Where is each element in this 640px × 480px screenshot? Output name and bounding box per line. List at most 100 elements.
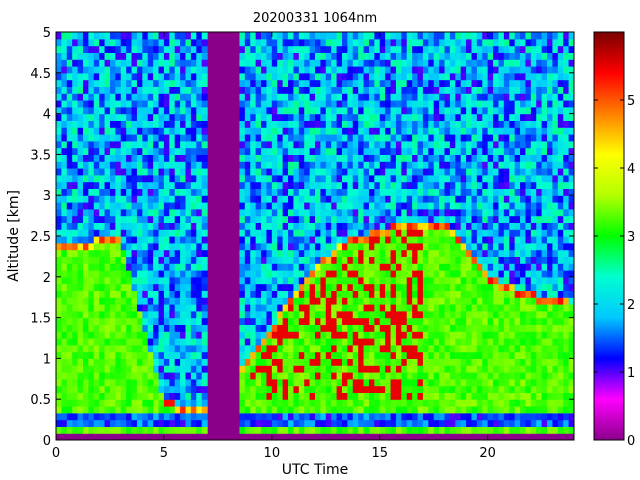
heatmap-cell	[336, 66, 343, 74]
heatmap-cell	[406, 385, 413, 393]
heatmap-cell	[476, 202, 483, 210]
heatmap-cell	[482, 202, 489, 210]
heatmap-cell	[395, 304, 402, 312]
heatmap-cell	[514, 38, 521, 47]
heatmap-cell	[163, 202, 170, 210]
heatmap-cell	[93, 72, 100, 81]
heatmap-cell	[352, 79, 359, 87]
heatmap-cell	[498, 181, 505, 189]
heatmap-cell	[347, 399, 354, 407]
heatmap-cell	[72, 385, 79, 393]
heatmap-cell	[498, 365, 505, 373]
heatmap-cell	[163, 270, 170, 278]
heatmap-cell	[439, 66, 446, 74]
heatmap-cell	[466, 433, 473, 440]
heatmap-cell	[142, 202, 149, 210]
heatmap-cell	[331, 256, 338, 264]
heatmap-cell	[320, 433, 327, 440]
heatmap-cell	[142, 45, 149, 53]
heatmap-cell	[320, 38, 327, 47]
heatmap-cell	[120, 208, 127, 217]
heatmap-cell	[487, 419, 494, 427]
heatmap-cell	[201, 222, 208, 230]
heatmap-cell	[277, 140, 284, 149]
heatmap-cell	[514, 297, 521, 305]
heatmap-cell	[395, 174, 402, 183]
heatmap-cell	[239, 100, 246, 108]
heatmap-cell	[476, 365, 483, 373]
heatmap-cell	[358, 181, 365, 189]
heatmap-cell	[390, 181, 397, 189]
heatmap-cell	[352, 406, 359, 414]
heatmap-cell	[82, 45, 89, 53]
heatmap-cell	[374, 399, 381, 407]
heatmap-cell	[412, 249, 419, 257]
heatmap-cell	[422, 297, 429, 305]
heatmap-cell	[352, 310, 359, 319]
heatmap-cell	[374, 433, 381, 440]
heatmap-cell	[153, 338, 160, 346]
heatmap-cell	[433, 195, 440, 203]
heatmap-cell	[136, 263, 143, 271]
heatmap-cell	[460, 127, 467, 135]
heatmap-cell	[482, 283, 489, 291]
heatmap-cell	[320, 215, 327, 223]
heatmap-cell	[288, 399, 295, 407]
heatmap-cell	[385, 297, 392, 305]
heatmap-cell	[325, 66, 332, 74]
heatmap-cell	[88, 229, 95, 237]
heatmap-cell	[390, 66, 397, 74]
heatmap-cell	[374, 195, 381, 203]
heatmap-cell	[460, 283, 467, 291]
heatmap-cell	[379, 168, 386, 176]
heatmap-cell	[325, 385, 332, 393]
heatmap-cell	[104, 154, 111, 162]
heatmap-cell	[131, 358, 138, 366]
heatmap-cell	[525, 86, 532, 94]
heatmap-cell	[406, 86, 413, 94]
heatmap-cell	[261, 66, 268, 74]
heatmap-cell	[174, 263, 181, 271]
heatmap-cell	[104, 59, 111, 67]
heatmap-cell	[358, 161, 365, 169]
heatmap-cell	[368, 161, 375, 169]
heatmap-cell	[493, 304, 500, 312]
heatmap-cell	[77, 72, 84, 81]
heatmap-cell	[255, 426, 262, 434]
heatmap-cell	[282, 344, 289, 353]
heatmap-cell	[503, 106, 510, 115]
heatmap-cell	[250, 358, 257, 366]
heatmap-cell	[66, 256, 73, 264]
heatmap-cell	[503, 406, 510, 414]
heatmap-cell	[331, 426, 338, 434]
heatmap-cell	[120, 215, 127, 223]
heatmap-cell	[142, 236, 149, 244]
heatmap-cell	[444, 372, 451, 380]
heatmap-cell	[487, 256, 494, 264]
heatmap-cell	[180, 208, 187, 217]
heatmap-cell	[72, 72, 79, 81]
heatmap-cell	[358, 399, 365, 407]
heatmap-cell	[401, 52, 408, 60]
heatmap-cell	[530, 256, 537, 264]
heatmap-cell	[266, 256, 273, 264]
heatmap-cell	[72, 93, 79, 101]
heatmap-cell	[412, 242, 419, 251]
heatmap-cell	[201, 324, 208, 332]
heatmap-cell	[374, 358, 381, 366]
heatmap-cell	[104, 100, 111, 108]
heatmap-cell	[88, 147, 95, 155]
heatmap-cell	[88, 188, 95, 196]
heatmap-cell	[115, 317, 122, 325]
heatmap-cell	[88, 304, 95, 312]
heatmap-cell	[136, 140, 143, 149]
heatmap-cell	[288, 106, 295, 115]
heatmap-cell	[498, 195, 505, 203]
heatmap-cell	[401, 392, 408, 400]
heatmap-cell	[449, 38, 456, 47]
heatmap-cell	[341, 202, 348, 210]
heatmap-cell	[460, 32, 467, 40]
heatmap-cell	[131, 120, 138, 128]
heatmap-cell	[104, 106, 111, 115]
heatmap-cell	[298, 66, 305, 74]
